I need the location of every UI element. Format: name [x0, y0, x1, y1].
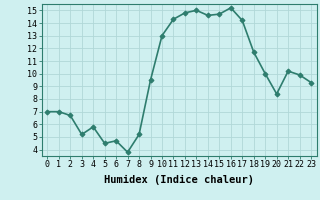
X-axis label: Humidex (Indice chaleur): Humidex (Indice chaleur) — [104, 175, 254, 185]
